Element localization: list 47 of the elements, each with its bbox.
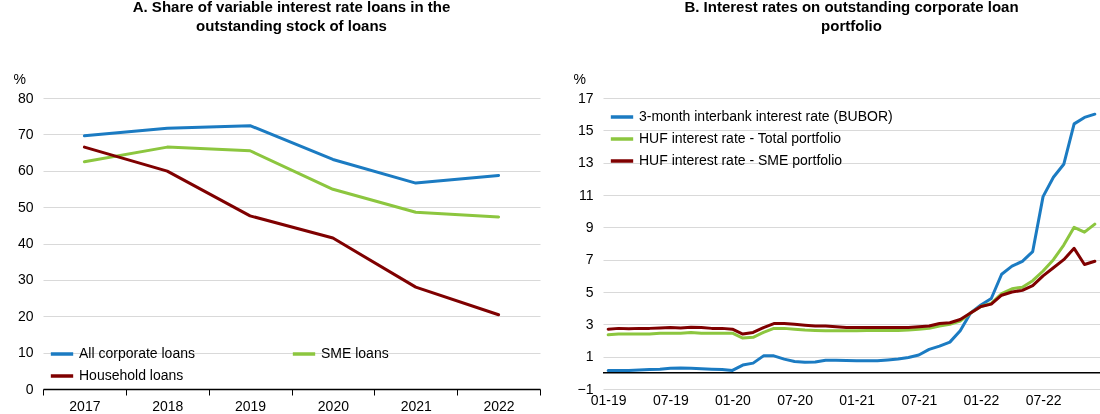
line-series <box>82 124 501 185</box>
y-tick-label: 9 <box>585 218 594 235</box>
x-tick-label: 07-20 <box>777 391 814 408</box>
x-tick-label: 2018 <box>152 397 184 414</box>
x-tick-label: 01-21 <box>839 391 876 408</box>
y-tick-label: 15 <box>577 121 594 138</box>
x-tick-label: 2017 <box>69 397 101 414</box>
y-tick-label: 17 <box>577 89 594 106</box>
x-tick-label: 2019 <box>235 397 267 414</box>
x-tick-label: 07-19 <box>652 391 689 408</box>
x-tick-label: 2020 <box>317 397 350 414</box>
legend-label: All corporate loans <box>79 345 195 361</box>
y-axis-title: % <box>13 70 26 87</box>
legend-label: HUF interest rate - Total portfolio <box>639 130 842 146</box>
y-axis-title: % <box>573 70 586 87</box>
x-tick-label: 01-19 <box>590 391 627 408</box>
legend-label: 3-month interbank interest rate (BUBOR) <box>639 108 893 124</box>
x-tick-label: 01-20 <box>715 391 752 408</box>
y-tick-label: 7 <box>585 251 594 268</box>
y-tick-label: 10 <box>17 344 34 361</box>
y-tick-label: 1 <box>585 348 594 365</box>
y-tick-label: 3 <box>585 315 594 332</box>
chart-title: A. Share of variable interest rate loans in the outstanding stock of loans <box>132 0 451 34</box>
y-tick-label: 13 <box>577 154 594 171</box>
y-tick-label: 60 <box>17 162 34 179</box>
line-series <box>82 145 501 317</box>
x-tick-label: 07-21 <box>901 391 938 408</box>
y-tick-label: 20 <box>17 307 34 324</box>
x-tick-label: 07-22 <box>1025 391 1062 408</box>
legend-label: Household loans <box>79 367 184 383</box>
y-tick-label: 70 <box>17 125 34 142</box>
y-tick-label: 80 <box>17 89 34 106</box>
y-tick-label: 40 <box>17 235 34 251</box>
y-tick-label: 30 <box>17 271 34 288</box>
legend-label: HUF interest rate - SME portfolio <box>639 152 843 168</box>
line-series <box>82 145 501 219</box>
chart-title: B. Interest rates on outstanding corporate loan portfolio <box>684 0 1019 34</box>
y-tick-label: 11 <box>578 186 594 203</box>
line-series <box>606 246 1097 336</box>
y-tick-label: 5 <box>585 283 594 300</box>
x-tick-label: 2022 <box>483 397 515 414</box>
legend-label: SME loans <box>321 345 389 361</box>
x-tick-label: 01-22 <box>963 391 1000 408</box>
y-tick-label: 50 <box>17 198 34 215</box>
y-tick-label: 0 <box>25 380 34 397</box>
line-series <box>606 112 1097 372</box>
x-tick-label: 2021 <box>400 397 433 414</box>
